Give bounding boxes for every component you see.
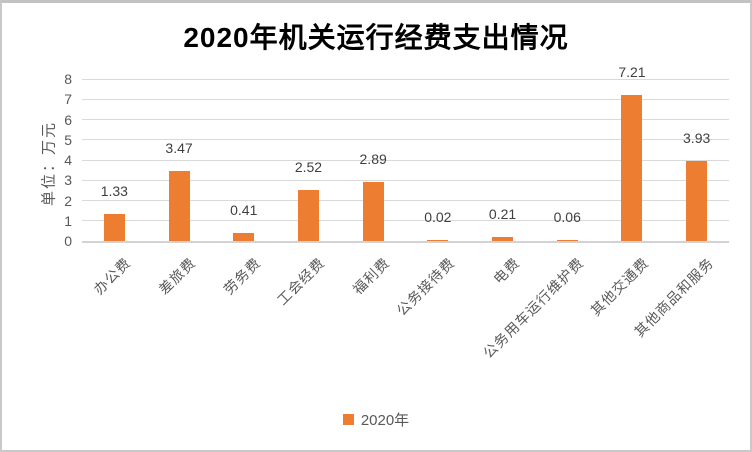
y-tick-label: 7 (64, 91, 72, 108)
bar (233, 232, 255, 241)
gridline (82, 78, 729, 80)
plot-area: 0 1 2 3 4 5 6 7 8 1.33 3.47 0.41 2.52 2.89 0.02 0.21 0.0… (64, 64, 729, 248)
bar-value-label: 0.02 (424, 208, 452, 225)
x-category-label: 工会经费 (274, 254, 329, 309)
x-category-label: 电费 (489, 254, 523, 287)
gridline (82, 139, 729, 141)
y-tick-label: 3 (64, 172, 72, 189)
bar (621, 94, 643, 241)
bar (168, 170, 190, 241)
bar-value-label: 7.21 (618, 64, 646, 80)
y-tick-label: 8 (64, 71, 72, 87)
bar-value-label: 3.93 (683, 130, 711, 147)
gridline (82, 220, 729, 222)
bar (686, 161, 708, 241)
y-tick-label: 0 (64, 233, 72, 249)
x-category-label: 其他交通费 (587, 254, 652, 319)
y-tick-label: 4 (64, 152, 72, 168)
x-category-label: 办公费 (90, 254, 135, 298)
bar-value-label: 3.47 (165, 139, 193, 156)
legend-swatch (342, 414, 354, 425)
x-category-label: 福利费 (349, 254, 393, 298)
bar (103, 214, 125, 241)
y-tick-label: 5 (64, 131, 72, 148)
gridline (82, 159, 729, 161)
bar (492, 236, 514, 241)
y-tick-label: 2 (64, 192, 72, 209)
bar-value-label: 0.06 (553, 208, 581, 225)
x-axis-line (82, 241, 729, 243)
y-tick-label: 6 (64, 111, 72, 128)
gridline (82, 179, 729, 181)
bar (297, 189, 319, 241)
bar-value-label: 2.89 (359, 151, 387, 168)
x-category-label: 劳务费 (220, 254, 264, 298)
gridline (82, 200, 729, 201)
bar (556, 239, 578, 241)
bar-value-label: 0.21 (488, 205, 517, 222)
bar-value-label: 2.52 (294, 158, 323, 175)
legend: 2020年 (2, 409, 750, 430)
gridline (82, 98, 729, 100)
legend-label: 2020年 (360, 412, 410, 429)
y-tick-label: 1 (64, 212, 72, 229)
x-category-label: 公务接待费 (393, 254, 458, 319)
bar (427, 239, 449, 241)
gridline (82, 119, 729, 120)
chart-title: 2020年机关运行经费支出情况 (183, 22, 569, 53)
x-category-label: 差旅费 (155, 254, 199, 298)
bar-value-label: 0.41 (230, 201, 258, 218)
bar (362, 182, 384, 241)
bar-value-label: 1.33 (100, 183, 128, 200)
